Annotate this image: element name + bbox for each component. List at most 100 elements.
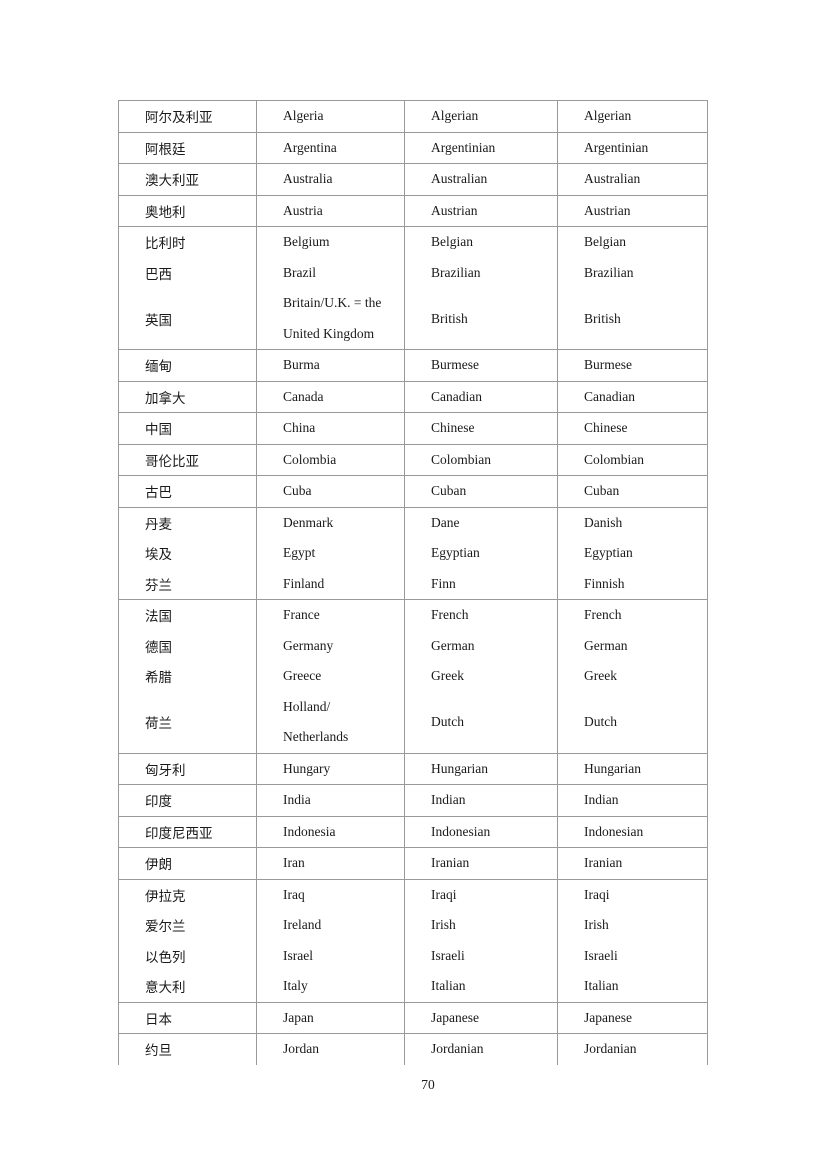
cell-country-name: Jordan [256,1033,405,1065]
table-row: 哥伦比亚 Colombia Colombian Colombian [118,443,708,476]
cell-adjective: Indonesian [557,815,708,848]
country-line: Argentina [283,139,337,155]
country-entry: Burma [283,350,404,381]
country-line: Holland/ [283,698,331,714]
person-entry: Japanese [431,1009,479,1025]
cell-adjective: Burmese [557,349,708,382]
country-entry: Argentina [283,133,404,164]
person-entry: Iraqi [431,886,457,902]
person-entry: Egyptian [431,545,480,561]
cn-entry: 德国 [145,639,172,655]
cell-chinese-name: 伊朗 [118,847,257,880]
cn-entry: 荷兰 [145,716,172,731]
cell-country-name: Cuba [256,475,405,508]
cell-person-noun: Hungarian [404,752,558,785]
table-row: 约旦 Jordan Jordanian Jordanian [118,1033,708,1065]
cell-adjective: Hungarian [557,752,708,785]
cell-adjective: Cuban [557,475,708,508]
cell-country-name: Denmark Egypt Finland [256,506,405,600]
country-entry: Australia [283,164,404,195]
adj-entry: Iranian [584,855,623,871]
cell-chinese-name: 约旦 [118,1033,257,1065]
table-row: 阿尔及利亚 Algeria Algerian Algerian [118,100,708,133]
cn-entry: 伊朗 [145,857,172,873]
cell-adjective: Colombian [557,443,708,476]
country-line: Jordan [283,1041,319,1057]
cell-adjective: Indian [557,784,708,817]
cell-person-noun: French German Greek Dutch [404,599,558,754]
country-line: Britain/U.K. = the [283,295,382,311]
cell-person-noun: Belgian Brazilian British [404,226,558,350]
cell-chinese-name: 比利时 巴西 英国 [118,226,257,350]
cell-country-name: Austria [256,194,405,227]
person-entry: Canadian [431,388,482,404]
adj-entry: Cuban [584,483,620,499]
cn-entry: 芬兰 [145,577,172,593]
person-entry: French [431,607,469,623]
adj-entry: Jordanian [584,1041,637,1057]
adj-entry: Brazilian [584,264,634,280]
person-entry: Italian [431,978,466,994]
cn-entry: 伊拉克 [145,888,186,904]
person-entry: Jordanian [431,1041,484,1057]
country-entry: Egypt [283,538,404,569]
cell-country-name: Japan [256,1001,405,1034]
adj-entry: Colombian [584,451,644,467]
adj-entry: Japanese [584,1009,632,1025]
cn-entry: 古巴 [145,485,172,501]
adj-entry: Chinese [584,420,628,436]
cn-entry: 埃及 [145,547,172,563]
person-entry: Chinese [431,420,475,436]
country-entry: Canada [283,382,404,413]
adj-entry: Hungarian [584,760,641,776]
cn-entry: 丹麦 [145,516,172,532]
country-entry: Brazil [283,258,404,289]
country-entry: Japan [283,1003,404,1034]
person-entry: Greek [431,668,464,684]
country-entry: India [283,785,404,816]
cell-chinese-name: 匈牙利 [118,752,257,785]
adj-entry: Egyptian [584,545,633,561]
cell-country-name: China [256,412,405,445]
cn-entry: 匈牙利 [145,762,186,778]
country-line: Colombia [283,451,337,467]
cn-entry: 比利时 [145,236,186,252]
country-line: Algeria [283,108,324,124]
table-row: 澳大利亚 Australia Australian Australian [118,163,708,196]
country-line: Burma [283,357,320,373]
table-row: 法国 德国 希腊 荷兰 France Germany Greece Holland/Nethe… [118,599,708,754]
cell-country-name: Hungary [256,752,405,785]
cell-chinese-name: 奥地利 [118,194,257,227]
person-entry: Iranian [431,855,470,871]
table-row: 伊拉克 爱尔兰 以色列 意大利 Iraq Ireland Israel Italy Iraqi I… [118,878,708,1003]
country-entry: Iraq [283,880,404,911]
country-entry: Colombia [283,445,404,476]
cell-country-name: Algeria [256,100,405,133]
cell-adjective: Algerian [557,100,708,133]
country-line: United Kingdom [283,325,375,341]
country-entry: Algeria [283,101,404,132]
table-row: 日本 Japan Japanese Japanese [118,1001,708,1034]
cell-chinese-name: 加拿大 [118,380,257,413]
page-number: 70 [421,1077,435,1092]
cell-country-name: Burma [256,349,405,382]
country-entry: Britain/U.K. = the United Kingdom [283,288,404,349]
adj-entry: Irish [584,917,609,933]
adj-entry: Greek [584,668,617,684]
country-line: Indonesia [283,823,336,839]
person-entry: Hungarian [431,760,488,776]
country-entry: Greece [283,661,404,692]
cell-country-name: Belgium Brazil Britain/U.K. = the United Ki… [256,226,405,350]
cell-adjective: Iranian [557,847,708,880]
country-line: Ireland [283,917,322,933]
cell-chinese-name: 古巴 [118,475,257,508]
cell-adjective: Canadian [557,380,708,413]
cell-chinese-name: 中国 [118,412,257,445]
country-line: Israel [283,947,313,963]
cell-chinese-name: 印度 [118,784,257,817]
cell-person-noun: Algerian [404,100,558,133]
cn-entry: 澳大利亚 [145,173,199,189]
cn-entry: 阿尔及利亚 [145,110,213,126]
adj-entry: Iraqi [584,886,610,902]
cell-country-name: India [256,784,405,817]
